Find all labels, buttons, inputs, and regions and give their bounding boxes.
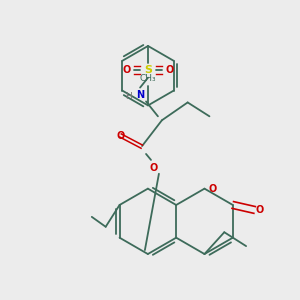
- Text: H: H: [125, 92, 132, 101]
- Text: O: O: [208, 184, 217, 194]
- Text: CH₃: CH₃: [140, 74, 156, 83]
- Text: O: O: [255, 205, 264, 215]
- Text: O: O: [116, 131, 124, 141]
- Text: N: N: [136, 89, 144, 100]
- Text: O: O: [150, 163, 158, 173]
- Text: O: O: [122, 65, 130, 75]
- Text: O: O: [166, 65, 174, 75]
- Text: S: S: [144, 65, 152, 75]
